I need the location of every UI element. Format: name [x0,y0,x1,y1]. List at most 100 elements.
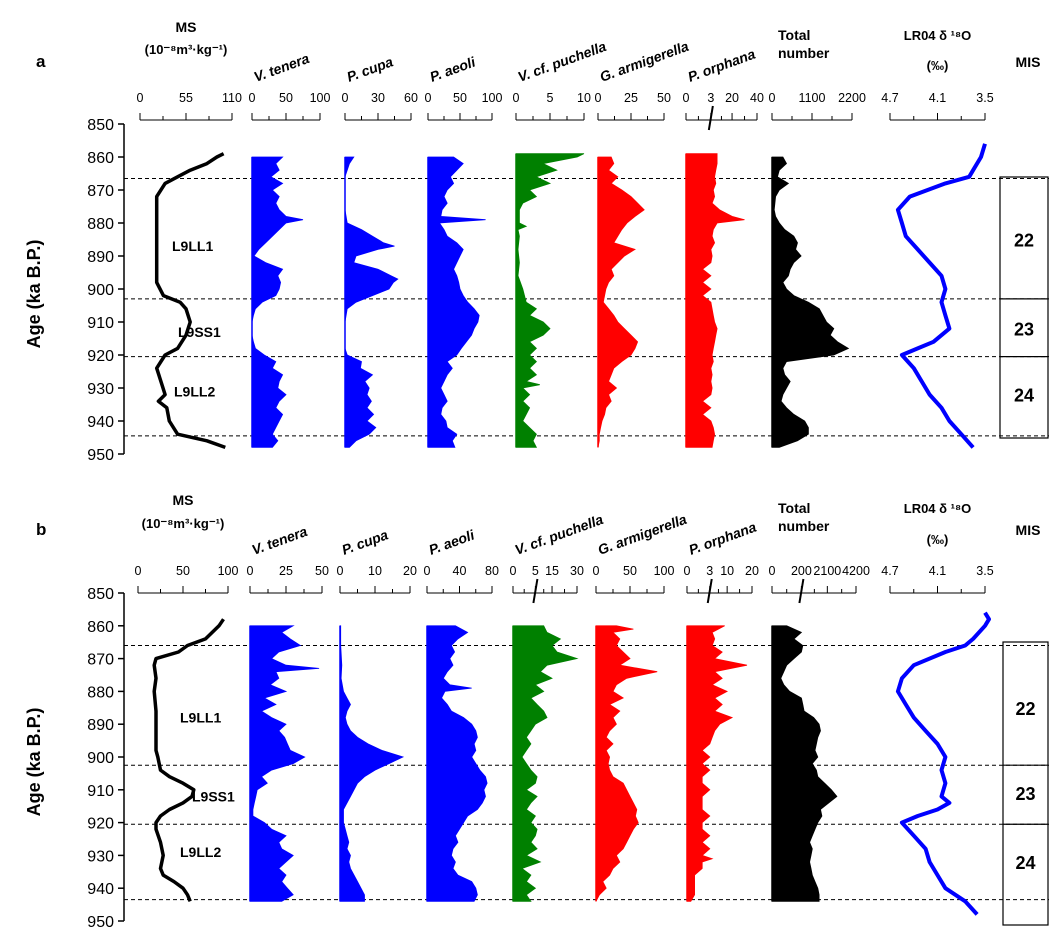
line-ms-a [154,152,226,450]
track-title-g-armigerella-b: G. armigerella [596,511,689,558]
top-tick-label-ms: 50 [176,564,190,578]
top-tick-label-p-orphana: 20 [725,91,739,105]
top-tick-label-v-puchella: 0 [510,564,517,578]
area-p-orphana-b [686,625,748,902]
top-tick-label-total: 1100 [799,91,826,105]
track-title-p-aeoli-b: P. aeoli [427,526,478,558]
unit-label-L9LL2-b: L9LL2 [180,844,221,860]
total-title-2-a: number [778,45,830,61]
y-tick-label-a: 950 [87,447,114,464]
top-tick-label-lr04: 3.5 [976,91,993,105]
top-tick-label-v-puchella: 30 [570,564,584,578]
axis-break-p-orphana [707,105,714,131]
area-p-aeoli-b [426,625,488,902]
mis-stage-22-b: 22 [1015,699,1035,719]
unit-label-L9LL1-a: L9LL1 [172,238,213,254]
unit-label-L9LL1-b: L9LL1 [180,710,221,726]
area-g-armigerella-a [597,156,645,448]
track-title-v-puchella-a: V. cf. puchella [516,38,609,85]
track-p-cupa-b: 0 10 20 P. cupa [337,526,417,902]
y-tick-label-b: 950 [87,914,114,931]
top-tick-label-v-tenera: 50 [279,91,293,105]
top-tick-label-p-cupa: 0 [342,91,349,105]
top-tick-label-p-orphana: 3 [706,564,713,578]
track-title-p-cupa-b: P. cupa [340,526,391,558]
mis-stage-22-a: 22 [1014,231,1034,251]
mis-box-a [999,176,1049,439]
top-tick-label-v-puchella: 10 [577,91,591,105]
top-tick-label-p-aeoli: 40 [453,564,467,578]
track-p-orphana-b: 0 3 10 20 P. orphana [684,519,759,902]
y-tick-label-a: 930 [87,381,114,398]
top-tick-label-ms: 110 [222,91,242,105]
top-tick-label-p-cupa: 10 [368,564,382,578]
top-tick-label-p-aeoli: 100 [482,91,503,105]
top-tick-label-p-aeoli: 0 [425,91,432,105]
top-tick-label-v-tenera: 50 [315,564,329,578]
track-lr04-b: 4.7 4.1 3.5 [881,564,994,916]
track-title-v-tenera-a: V. tenera [252,50,312,85]
track-title-g-armigerella-a: G. armigerella [598,38,691,85]
top-tick-label-v-puchella: 5 [532,564,539,578]
y-tick-label-a: 870 [87,183,114,200]
top-tick-label-g-armigerella: 50 [657,91,671,105]
y-tick-label-a: 860 [87,150,114,167]
track-title-p-orphana-b: P. orphana [687,519,759,558]
top-tick-label-p-aeoli: 80 [485,564,499,578]
area-p-orphana-a [685,153,745,448]
top-tick-label-v-tenera: 0 [247,564,254,578]
track-ms-b: 0 50 100 [135,564,238,902]
top-tick-label-g-armigerella: 50 [623,564,637,578]
mis-label-b: MIS [1016,522,1041,538]
axis-break-total [798,578,805,604]
line-ms-b [152,618,225,902]
y-tick-label-a: 880 [87,216,114,233]
y-tick-label-b: 940 [87,881,114,898]
top-tick-label-g-armigerella: 100 [654,564,675,578]
top-tick-label-p-orphana: 10 [720,564,734,578]
top-tick-label-total: 2100 [813,564,841,578]
top-tick-label-v-tenera: 25 [279,564,293,578]
mis-stage-23-b: 23 [1015,784,1035,804]
y-tick-label-a: 910 [87,315,114,332]
mis-box-b [1002,641,1049,926]
track-p-aeoli-b: 0 40 80 P. aeoli [424,526,499,902]
line-lr04-b [895,611,991,916]
y-axis-label-b: Age (ka B.P.) [24,708,44,817]
track-title-p-aeoli-a: P. aeoli [428,53,479,85]
panel-label-b: b [36,520,46,539]
top-tick-label-ms: 55 [179,91,193,105]
top-tick-label-total: 0 [769,91,776,105]
y-tick-label-b: 930 [87,848,114,865]
y-tick-label-b: 860 [87,619,114,636]
area-v-puchella-b [512,625,579,902]
lr04-unit-b: (‰) [927,532,949,547]
top-tick-label-total: 4200 [842,564,870,578]
top-tick-label-p-cupa: 60 [404,91,418,105]
top-tick-label-ms: 0 [137,91,144,105]
top-tick-label-total: 200 [791,564,812,578]
track-g-armigerella-a: 0 25 50 G. armigerella [595,38,691,448]
area-p-cupa-a [344,156,399,448]
unit-label-L9SS1-b: L9SS1 [192,788,235,804]
area-p-cupa-b [339,625,405,902]
track-title-v-puchella-b: V. cf. puchella [513,511,606,558]
y-tick-label-b: 900 [87,750,114,767]
line-lr04-a [895,143,987,449]
lr04-title-a: LR04 δ ¹⁸O [904,28,971,43]
top-tick-label-v-puchella: 5 [547,91,554,105]
top-tick-label-p-cupa: 20 [403,564,417,578]
top-tick-label-v-tenera: 100 [310,91,331,105]
track-v-tenera-a: 0 50 100 V. tenera [249,50,331,448]
top-tick-label-lr04: 4.1 [929,91,946,105]
top-tick-label-v-puchella: 15 [545,564,559,578]
track-lr04-a: 4.7 4.1 3.5 [881,91,994,449]
top-tick-label-lr04: 4.7 [881,91,898,105]
total-title-b: Total [778,500,810,516]
lr04-title-b: LR04 δ ¹⁸O [904,501,971,516]
area-v-tenera-b [249,625,320,902]
y-tick-label-a: 920 [87,348,114,365]
top-tick-label-ms: 0 [135,564,142,578]
mis-stage-24-b: 24 [1015,853,1035,873]
